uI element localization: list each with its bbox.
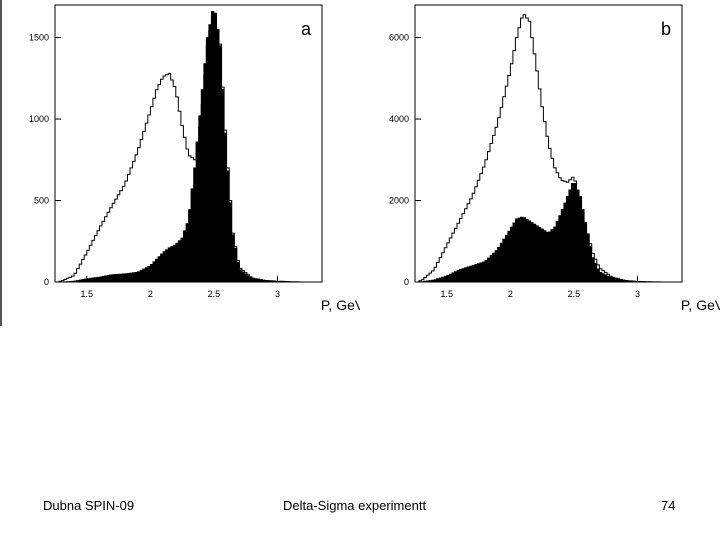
x-tick-label: 2.5	[208, 289, 221, 299]
x-tick-label: 2.5	[568, 289, 581, 299]
panel-label: a	[301, 19, 312, 39]
filled-histogram-series	[58, 11, 319, 283]
y-tick-label: 4000	[389, 114, 409, 124]
footer-left: Dubna SPIN-09	[43, 498, 135, 513]
y-tick-label: 0	[404, 277, 409, 287]
x-tick-label: 2	[508, 289, 513, 299]
x-axis-label: P, GeV/c	[321, 297, 360, 313]
x-tick-label: 2	[148, 289, 153, 299]
left-border-line	[0, 0, 2, 326]
y-tick-label: 2000	[389, 196, 409, 206]
momentum-histogram-b: 0 2000 4000 6000 1.5 2 2.5 3 b P, GeV/c	[389, 4, 720, 313]
footer-center: Delta-Sigma experimentt	[283, 498, 427, 513]
panel-label: b	[661, 19, 671, 39]
y-tick-label: 6000	[389, 33, 409, 43]
x-axis-label: P, GeV/c	[681, 297, 720, 313]
x-tick-label: 3	[275, 289, 280, 299]
y-tick-label: 500	[34, 196, 49, 206]
footer-page-number: 74	[661, 498, 676, 513]
y-tick-label: 1000	[29, 114, 49, 124]
y-tick-label: 1500	[29, 33, 49, 43]
momentum-histogram-a: 0 500 1000 1500 1.5 2 2.5 3 a P, GeV/c	[29, 4, 360, 313]
filled-histogram-series	[418, 183, 679, 283]
y-tick-label: 0	[44, 277, 49, 287]
x-tick-label: 3	[635, 289, 640, 299]
x-tick-label: 1.5	[81, 289, 94, 299]
x-tick-label: 1.5	[441, 289, 454, 299]
